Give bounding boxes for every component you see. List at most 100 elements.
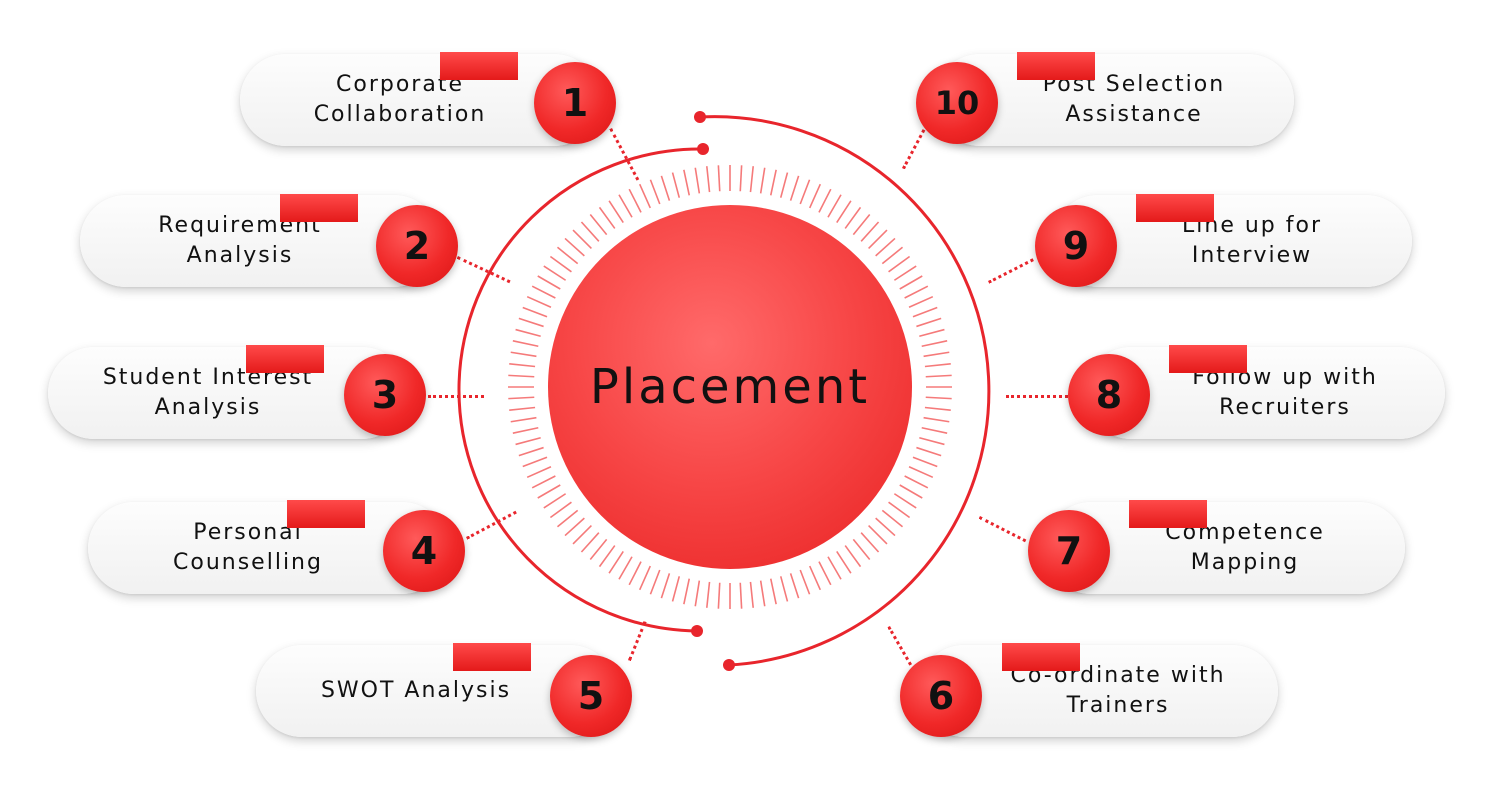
inner-arc-start-dot — [697, 143, 709, 155]
tick-mark — [799, 569, 811, 595]
step-6-number-badge: 6 — [900, 655, 982, 737]
tick-mark — [789, 573, 800, 599]
tick-mark — [598, 206, 616, 229]
step-3-label: Student Interest Analysis — [103, 363, 313, 423]
tick-mark — [875, 517, 896, 537]
tick-mark — [899, 275, 923, 290]
tick-mark — [508, 396, 535, 400]
step-4-number-badge: 4 — [383, 510, 465, 592]
tick-mark — [875, 237, 896, 257]
tick-mark — [919, 436, 945, 446]
tick-mark — [589, 538, 608, 561]
step-3-line-2: Analysis — [154, 395, 262, 420]
tick-mark — [589, 213, 608, 236]
tick-mark — [608, 200, 624, 224]
tick-mark — [543, 265, 567, 281]
tick-mark — [580, 221, 600, 242]
step-8-tab — [1169, 345, 1247, 373]
step-1-label: Corporate Collaboration — [314, 70, 487, 130]
step-8-label: Follow up with Recruiters — [1192, 363, 1378, 423]
tick-mark — [618, 194, 633, 218]
tick-mark — [921, 340, 948, 348]
tick-mark — [925, 374, 952, 378]
tick-mark — [683, 169, 691, 196]
step-2-tab — [280, 194, 358, 222]
tick-mark — [556, 246, 579, 265]
tick-mark — [923, 416, 950, 423]
tick-mark — [638, 565, 652, 591]
tick-mark — [572, 229, 592, 249]
tick-mark — [749, 581, 755, 608]
tick-mark — [827, 556, 842, 580]
step-9-tab — [1136, 194, 1214, 222]
tick-mark — [549, 255, 572, 273]
tick-mark — [515, 328, 541, 338]
step-5-number-badge: 5 — [550, 655, 632, 737]
tick-mark — [827, 194, 842, 218]
tick-mark — [924, 406, 951, 412]
step-8-line-2: Recruiters — [1219, 395, 1351, 420]
tick-mark — [916, 317, 942, 328]
tick-mark — [638, 183, 652, 209]
step-7-number-badge: 7 — [1028, 510, 1110, 592]
step-1-tab — [440, 52, 518, 80]
tick-mark — [508, 374, 535, 378]
tick-mark — [598, 545, 616, 568]
step-10-label: Post Selection Assistance — [1043, 70, 1225, 130]
tick-mark — [510, 351, 537, 358]
tick-mark — [836, 550, 852, 574]
tick-mark — [868, 525, 888, 545]
tick-mark — [512, 426, 539, 434]
tick-mark — [510, 416, 537, 423]
step-5-tab — [453, 643, 531, 671]
step-6-tab — [1002, 643, 1080, 671]
outer-arc-end-dot — [723, 659, 735, 671]
tick-mark — [537, 275, 561, 290]
tick-mark — [888, 501, 911, 519]
tick-mark — [904, 285, 929, 299]
tick-mark — [818, 188, 832, 213]
tick-mark — [759, 580, 766, 607]
tick-mark — [893, 493, 917, 509]
tick-mark — [912, 306, 938, 318]
tick-mark — [572, 525, 592, 545]
tick-mark — [705, 581, 711, 608]
tick-mark — [739, 582, 743, 609]
step-1-number-badge: 1 — [534, 62, 616, 144]
tick-mark — [925, 396, 952, 400]
step-7-tab — [1129, 500, 1207, 528]
tick-mark — [789, 175, 800, 201]
tick-mark — [537, 484, 561, 499]
tick-mark — [543, 493, 567, 509]
tick-mark — [860, 221, 880, 242]
tick-mark — [509, 362, 536, 368]
tick-mark — [628, 561, 642, 586]
step-10-line-2: Assistance — [1065, 102, 1203, 127]
step-4-line-2: Counselling — [173, 550, 323, 575]
step-3-tab — [246, 345, 324, 373]
tick-mark — [799, 179, 811, 205]
tick-mark — [923, 351, 950, 358]
tick-mark — [899, 484, 923, 499]
tick-mark — [844, 206, 862, 229]
tick-mark — [852, 538, 871, 561]
tick-mark — [608, 550, 624, 574]
tick-mark — [769, 169, 777, 196]
step-6-line-2: Trainers — [1066, 693, 1170, 718]
tick-mark — [717, 582, 721, 609]
tick-mark — [717, 165, 721, 192]
connector-8 — [1006, 395, 1068, 398]
step-9-line-2: Interview — [1191, 243, 1313, 268]
tick-mark — [531, 475, 556, 489]
tick-mark — [660, 175, 671, 201]
tick-mark — [671, 576, 681, 602]
tick-mark — [912, 456, 938, 468]
outer-arc — [699, 115, 991, 667]
tick-mark — [649, 569, 661, 595]
step-10-card: Post Selection Assistance — [934, 54, 1294, 146]
tick-mark — [564, 237, 585, 257]
tick-mark — [808, 183, 822, 209]
tick-mark — [881, 509, 904, 528]
tick-ring — [508, 165, 952, 609]
